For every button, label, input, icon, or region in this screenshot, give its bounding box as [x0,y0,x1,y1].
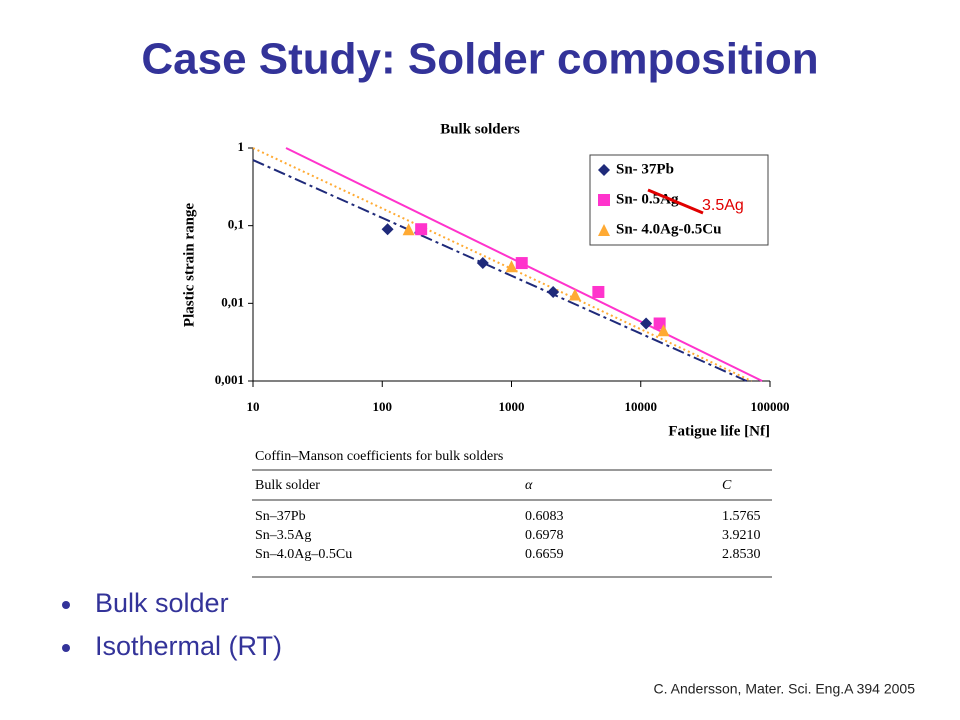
marker [505,260,518,273]
table-cell: 2.8530 [722,547,761,562]
x-tick-label: 1000 [499,399,525,414]
legend-box [589,154,769,246]
marker [598,164,610,176]
table-header: Bulk solder [255,478,320,493]
chart-title: Bulk solders [440,121,520,137]
fit-line [252,147,752,382]
bullet-dot [62,601,70,609]
annotation-line [647,188,704,215]
table-cell: 0.6978 [525,528,564,543]
marker [402,223,415,236]
marker [569,288,582,301]
x-tick-label: 100000 [751,399,790,414]
marker [592,285,605,298]
marker [598,194,610,206]
bullet-text: Isothermal (RT) [95,631,282,661]
table-caption: Coffin–Manson coefficients for bulk sold… [255,449,503,464]
table-cell: Sn–37Pb [255,509,306,524]
citation: C. Andersson, Mater. Sci. Eng.A 394 2005 [654,681,916,697]
slide-title: Case Study: Solder composition [141,35,818,84]
table-header: C [722,478,732,493]
table-cell: Sn–3.5Ag [255,528,311,543]
marker [415,223,428,236]
legend-label: Sn- 37Pb [616,161,674,177]
table-cell: 0.6659 [525,547,564,562]
bullet-text: Bulk solder [95,588,229,618]
marker [476,257,489,270]
table-cell: 0.6083 [525,509,564,524]
table-cell: 1.5765 [722,509,761,524]
marker [515,257,528,270]
annotation: 3.5Ag [702,197,744,214]
x-tick-label: 100 [373,399,393,414]
fit-line [252,159,748,382]
marker [598,224,610,236]
table-cell: Sn–4.0Ag–0.5Cu [255,547,352,562]
marker [547,285,560,298]
y-tick-label: 1 [238,139,245,154]
bullet-dot [62,644,70,652]
marker [657,324,670,337]
y-axis-label: Plastic strain range [181,203,197,327]
x-tick-label: 10000 [625,399,658,414]
marker [381,223,394,236]
table-cell: 3.9210 [722,528,761,543]
y-tick-label: 0,01 [221,294,244,309]
legend-label: Sn- 4.0Ag-0.5Cu [616,221,721,237]
y-tick-label: 0,1 [228,217,244,232]
x-axis-label: Fatigue life [Nf] [668,423,770,439]
table-header: α [525,478,533,493]
marker [640,317,653,330]
y-tick-label: 0,001 [215,372,244,387]
x-tick-label: 10 [247,399,260,414]
